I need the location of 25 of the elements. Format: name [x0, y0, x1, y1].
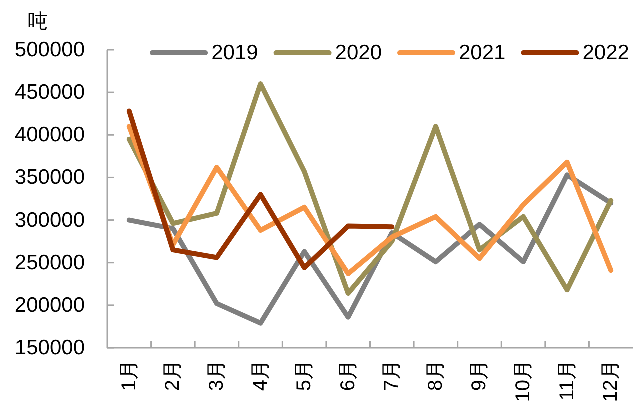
x-tick-label: 7月 [381, 360, 404, 392]
legend-label: 2021 [459, 42, 506, 64]
y-tick-label: 200000 [14, 294, 85, 317]
x-tick-label: 12月 [600, 360, 622, 402]
x-tick-label: 10月 [512, 360, 535, 402]
y-tick-label: 450000 [14, 81, 85, 104]
y-tick-label: 300000 [14, 208, 85, 232]
x-tick-label: 4月 [250, 360, 272, 392]
y-tick-label: 150000 [14, 336, 85, 360]
x-tick-label: 6月 [337, 360, 360, 392]
x-tick-label: 9月 [468, 360, 491, 392]
y-tick-label: 400000 [14, 124, 85, 147]
y-tick-label: 500000 [14, 38, 85, 62]
legend-label: 2019 [212, 42, 258, 64]
y-tick-label: 250000 [14, 251, 85, 274]
x-tick-label: 2月 [162, 360, 184, 392]
y-axis-title: 吨 [28, 11, 48, 33]
x-tick-label: 8月 [424, 360, 447, 392]
x-tick-label: 5月 [294, 360, 316, 392]
x-tick-label: 3月 [206, 360, 228, 392]
x-tick-label: 1月 [118, 360, 140, 392]
y-tick-label: 350000 [14, 166, 85, 190]
legend-label: 2020 [335, 42, 382, 64]
legend-label: 2022 [582, 42, 630, 64]
x-tick-label: 11月 [556, 360, 578, 401]
